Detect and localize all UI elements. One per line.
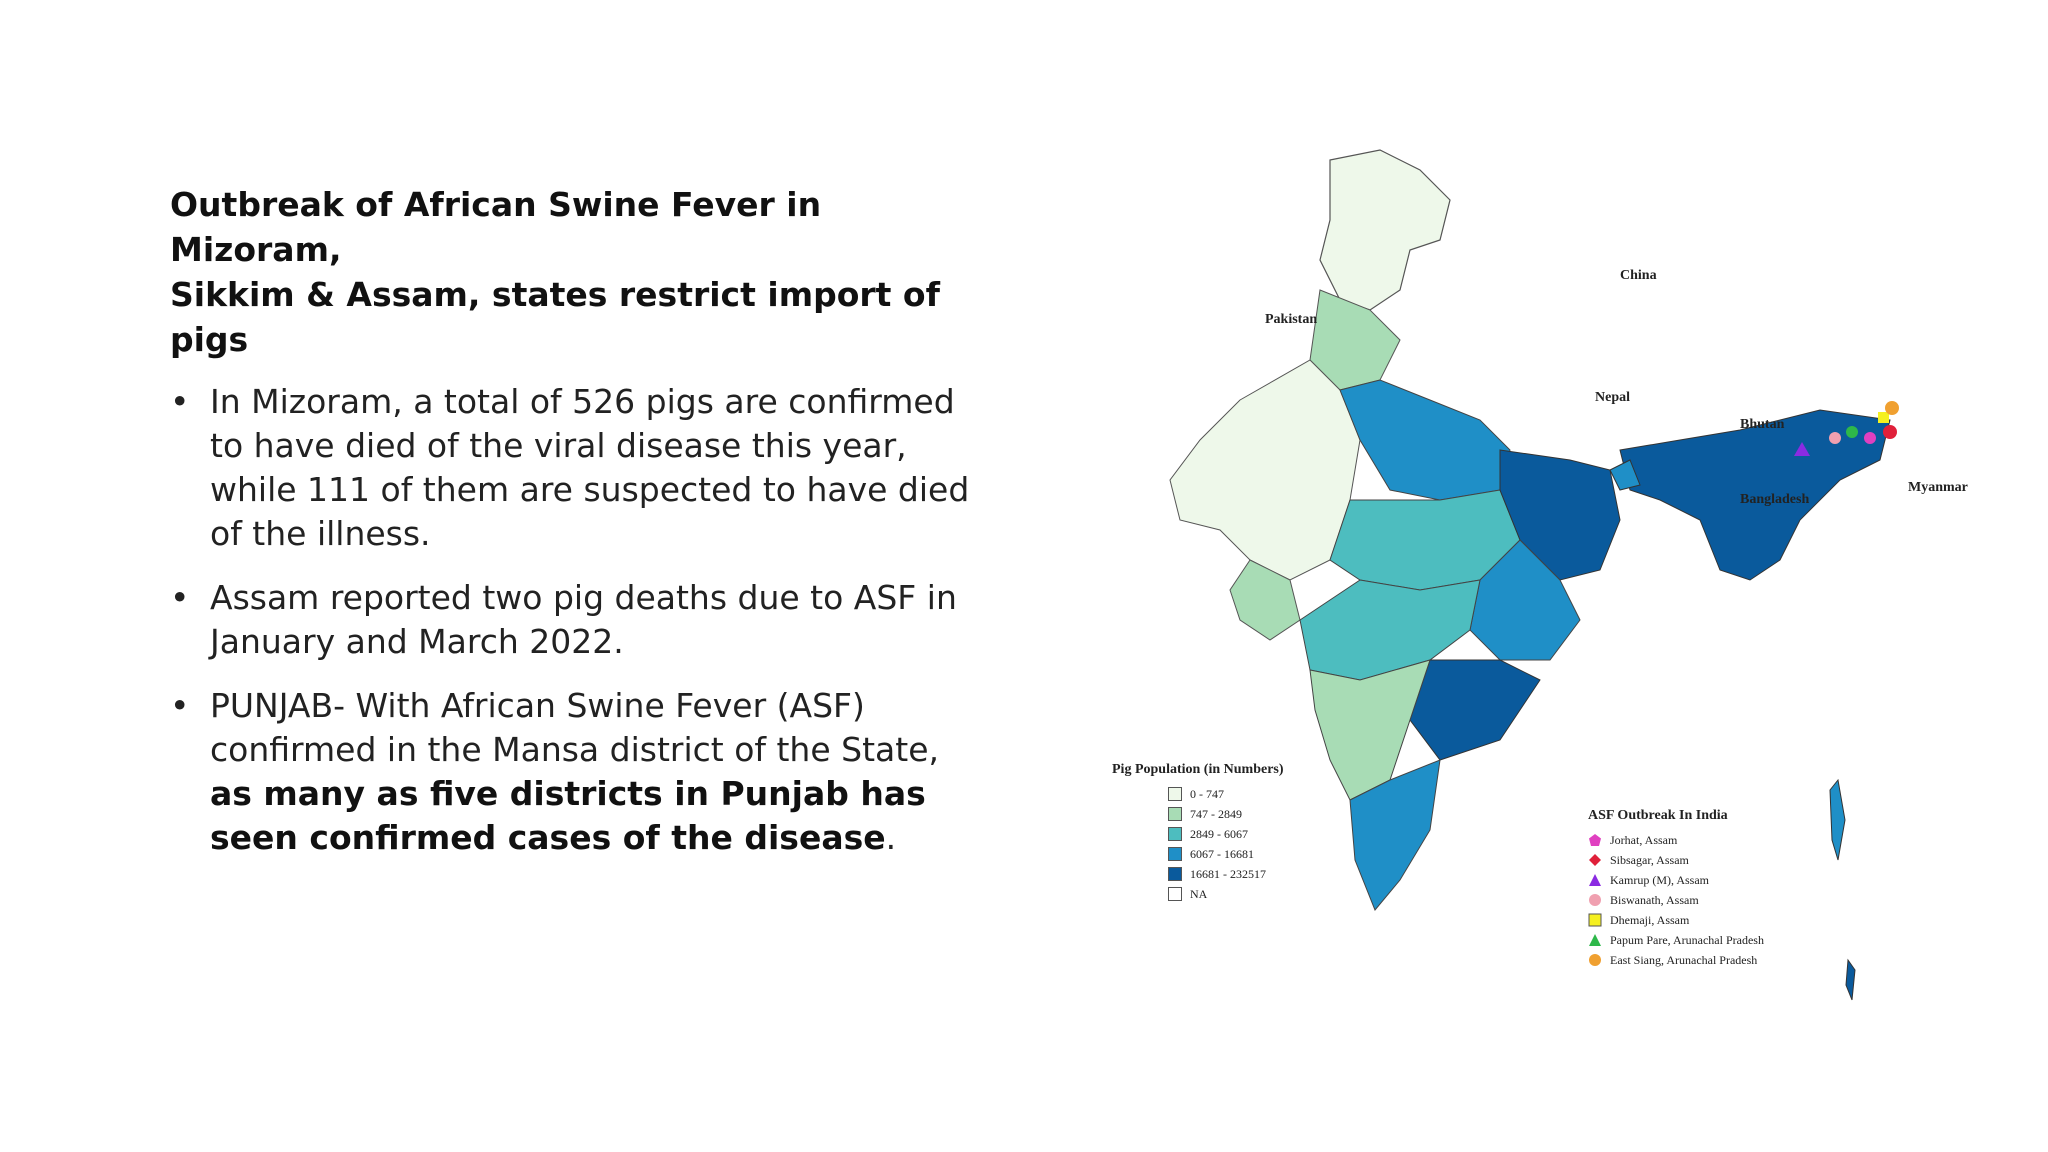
- marker-sibsagar: [1883, 425, 1897, 439]
- map-region-northeast: [1619, 409, 1891, 581]
- asf-legend-label: East Siang, Arunachal Pradesh: [1610, 952, 1758, 967]
- asf-legend-label: Kamrup (M), Assam: [1610, 872, 1709, 887]
- pig-swatch-1: [1168, 787, 1182, 801]
- pig-legend-label: 6067 - 16681: [1190, 846, 1254, 861]
- asf-legend-row: East Siang, Arunachal Pradesh: [1588, 950, 1764, 970]
- bullet-item-3: • PUNJAB- With African Swine Fever (ASF)…: [170, 684, 970, 860]
- map-region-nicobar: [1845, 958, 1856, 1001]
- label-bhutan: Bhutan: [1740, 417, 1785, 432]
- asf-legend-title: ASF Outbreak In India: [1588, 808, 1728, 823]
- marker-papumpare: [1846, 426, 1858, 438]
- pig-legend-row: 747 - 2849: [1168, 804, 1284, 824]
- title-line-1: Outbreak of African Swine Fever in Mizor…: [170, 185, 822, 269]
- pig-legend-label: 2849 - 6067: [1190, 826, 1248, 841]
- map-region-south: [1349, 759, 1441, 911]
- asf-legend-label: Papum Pare, Arunachal Pradesh: [1610, 932, 1764, 947]
- bullet-item-1: • In Mizoram, a total of 526 pigs are co…: [170, 380, 970, 556]
- pig-legend-row: 0 - 747: [1168, 784, 1284, 804]
- marker-jorhat: [1864, 432, 1876, 444]
- map-region-up: [1339, 379, 1511, 501]
- slide-title: Outbreak of African Swine Fever in Mizor…: [170, 182, 970, 362]
- pig-swatch-3: [1168, 827, 1182, 841]
- map-region-north: [1319, 149, 1451, 311]
- map-region-odisha: [1469, 539, 1581, 661]
- map-region-andaman: [1829, 778, 1846, 861]
- asf-legend-row: Biswanath, Assam: [1588, 890, 1764, 910]
- circle-marker-icon: [1589, 894, 1601, 906]
- map-region-gujarat: [1229, 559, 1301, 641]
- bullet-text-1: In Mizoram, a total of 526 pigs are conf…: [210, 382, 970, 553]
- pig-legend-row: 2849 - 6067: [1168, 824, 1284, 844]
- bullet-text-3-plain: PUNJAB- With African Swine Fever (ASF) c…: [210, 686, 939, 769]
- asf-legend-row: Jorhat, Assam: [1588, 830, 1764, 850]
- bullet-dot: •: [170, 686, 190, 725]
- asf-legend-row: Dhemaji, Assam: [1588, 910, 1764, 930]
- bullet-text-3-end: .: [885, 818, 897, 857]
- pig-population-legend: Pig Population (in Numbers) 0 - 747 747 …: [1112, 762, 1284, 904]
- india-map: China Pakistan Nepal Bhutan Bangladesh M…: [1100, 140, 2000, 1020]
- triangle-marker-icon: [1589, 874, 1601, 886]
- map-region-west: [1169, 359, 1361, 581]
- pig-legend-label: NA: [1190, 886, 1208, 901]
- pig-swatch-6: [1168, 887, 1182, 901]
- asf-legend-row: Kamrup (M), Assam: [1588, 870, 1764, 890]
- pig-legend-label: 0 - 747: [1190, 786, 1224, 801]
- marker-dhemaji: [1878, 412, 1889, 423]
- marker-kamrup: [1794, 442, 1810, 456]
- map-region-sikkim: [1609, 459, 1641, 491]
- circle-marker-icon: [1589, 954, 1601, 966]
- triangle-marker-icon: [1589, 934, 1601, 946]
- title-line-2: Sikkim & Assam, states restrict import o…: [170, 275, 940, 359]
- pig-legend-label: 747 - 2849: [1190, 806, 1242, 821]
- pig-legend-title: Pig Population (in Numbers): [1112, 762, 1284, 777]
- label-myanmar: Myanmar: [1908, 480, 1968, 495]
- label-bangladesh: Bangladesh: [1740, 492, 1810, 507]
- diamond-marker-icon: [1589, 854, 1601, 866]
- marker-east-siang: [1885, 401, 1899, 415]
- map-region-east: [1499, 449, 1621, 581]
- bullet-dot: •: [170, 578, 190, 617]
- bullet-list: • In Mizoram, a total of 526 pigs are co…: [170, 380, 970, 860]
- pig-swatch-5: [1168, 867, 1182, 881]
- text-block: Outbreak of African Swine Fever in Mizor…: [170, 182, 970, 880]
- bullet-item-2: • Assam reported two pig deaths due to A…: [170, 576, 970, 664]
- pig-legend-row: NA: [1168, 884, 1284, 904]
- bullet-text-2: Assam reported two pig deaths due to ASF…: [210, 578, 957, 661]
- asf-legend-label: Biswanath, Assam: [1610, 892, 1699, 907]
- label-pakistan: Pakistan: [1265, 312, 1318, 327]
- india-map-svg: [1169, 149, 1899, 1001]
- asf-outbreak-legend: ASF Outbreak In India Jorhat, Assam Sibs…: [1588, 808, 1764, 970]
- pentagon-marker-icon: [1589, 834, 1601, 846]
- bullet-text-3-bold: as many as five districts in Punjab has …: [210, 774, 926, 857]
- pig-legend-label: 16681 - 232517: [1190, 866, 1266, 881]
- pig-legend-row: 6067 - 16681: [1168, 844, 1284, 864]
- asf-legend-label: Dhemaji, Assam: [1610, 912, 1690, 927]
- pig-swatch-4: [1168, 847, 1182, 861]
- label-china: China: [1620, 268, 1657, 283]
- square-marker-icon: [1588, 913, 1602, 927]
- label-nepal: Nepal: [1595, 390, 1630, 405]
- marker-biswanath: [1829, 432, 1841, 444]
- map-region-andhra: [1409, 659, 1541, 761]
- pig-legend-row: 16681 - 232517: [1168, 864, 1284, 884]
- asf-legend-row: Sibsagar, Assam: [1588, 850, 1764, 870]
- pig-swatch-2: [1168, 807, 1182, 821]
- asf-legend-row: Papum Pare, Arunachal Pradesh: [1588, 930, 1764, 950]
- asf-legend-label: Jorhat, Assam: [1610, 832, 1678, 847]
- asf-legend-label: Sibsagar, Assam: [1610, 852, 1689, 867]
- bullet-dot: •: [170, 382, 190, 421]
